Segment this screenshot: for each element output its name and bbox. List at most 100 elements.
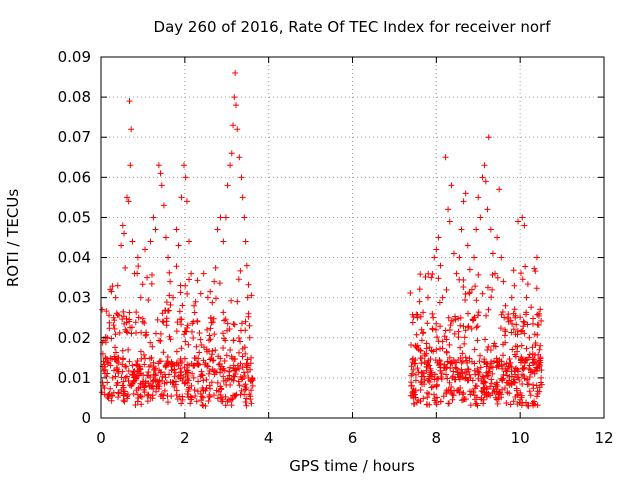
data-point <box>453 270 460 277</box>
data-point <box>533 393 540 400</box>
data-point <box>479 290 486 297</box>
data-point <box>160 202 167 209</box>
data-point <box>242 399 249 406</box>
data-point <box>537 306 544 313</box>
data-point <box>101 391 108 398</box>
data-point <box>468 358 475 365</box>
data-point <box>200 386 207 393</box>
data-point <box>420 395 427 402</box>
data-point <box>113 364 120 371</box>
data-point <box>443 364 450 371</box>
data-point <box>507 380 514 387</box>
data-point <box>445 206 452 213</box>
data-point <box>489 250 496 257</box>
data-point <box>151 366 158 373</box>
data-point <box>442 327 449 334</box>
data-point <box>494 400 501 407</box>
data-point <box>509 321 516 328</box>
data-point <box>115 370 122 377</box>
data-point <box>514 391 521 398</box>
data-point <box>177 289 184 296</box>
data-point <box>465 310 472 317</box>
data-point <box>450 356 457 363</box>
data-point <box>160 349 167 356</box>
data-point <box>462 291 469 298</box>
data-point <box>108 288 115 295</box>
data-point <box>459 397 466 404</box>
data-point <box>123 328 130 335</box>
data-point <box>122 264 129 271</box>
data-point <box>472 283 479 290</box>
data-point <box>524 402 531 409</box>
data-point <box>245 281 252 288</box>
data-point <box>101 370 108 377</box>
data-point <box>507 401 514 408</box>
data-point <box>125 368 132 375</box>
data-point <box>498 254 505 261</box>
data-point <box>242 327 249 334</box>
data-point <box>459 350 466 357</box>
data-point <box>467 402 474 409</box>
data-point <box>526 365 533 372</box>
data-point <box>489 370 496 377</box>
data-point <box>200 402 207 409</box>
data-point <box>204 326 211 333</box>
data-point <box>135 263 142 270</box>
data-point <box>426 378 433 385</box>
x-tick-label: 10 <box>511 429 530 447</box>
data-point <box>530 359 537 366</box>
data-point <box>422 273 429 280</box>
data-point <box>211 371 218 378</box>
data-point <box>227 346 234 353</box>
data-point <box>189 370 196 377</box>
data-point <box>214 226 221 233</box>
data-point <box>460 198 467 205</box>
data-point <box>111 325 118 332</box>
data-point <box>476 358 483 365</box>
data-point <box>492 394 499 401</box>
data-point <box>244 356 251 363</box>
data-point <box>108 335 115 342</box>
data-point <box>494 274 501 281</box>
y-tick-label: 0.05 <box>58 208 91 226</box>
data-point <box>100 367 107 374</box>
data-point <box>422 352 429 359</box>
data-point <box>209 299 216 306</box>
y-tick-label: 0.04 <box>58 249 91 267</box>
data-point <box>431 376 438 383</box>
data-point <box>475 271 482 278</box>
data-point <box>536 384 543 391</box>
data-point <box>460 396 467 403</box>
data-point <box>529 368 536 375</box>
data-point <box>223 352 230 359</box>
data-point <box>502 339 509 346</box>
data-point <box>443 371 450 378</box>
data-point <box>129 362 136 369</box>
data-point <box>132 319 139 326</box>
data-point <box>458 366 465 373</box>
data-point <box>421 359 428 366</box>
data-point <box>116 329 123 336</box>
data-point <box>142 332 149 339</box>
data-point <box>439 345 446 352</box>
data-point <box>485 284 492 291</box>
data-point <box>142 246 149 253</box>
data-point <box>235 334 242 341</box>
data-point <box>203 384 210 391</box>
data-point <box>132 373 139 380</box>
data-point <box>524 381 531 388</box>
data-point <box>202 361 209 368</box>
data-point <box>534 311 541 318</box>
data-point <box>455 315 462 322</box>
data-point <box>530 385 537 392</box>
data-point <box>489 286 496 293</box>
data-point <box>207 288 214 295</box>
data-point <box>178 321 185 328</box>
data-point <box>187 400 194 407</box>
y-tick-label: 0.03 <box>58 289 91 307</box>
data-point <box>230 373 237 380</box>
data-point <box>236 382 243 389</box>
data-point <box>216 280 223 287</box>
data-point <box>505 314 512 321</box>
data-point <box>208 379 215 386</box>
